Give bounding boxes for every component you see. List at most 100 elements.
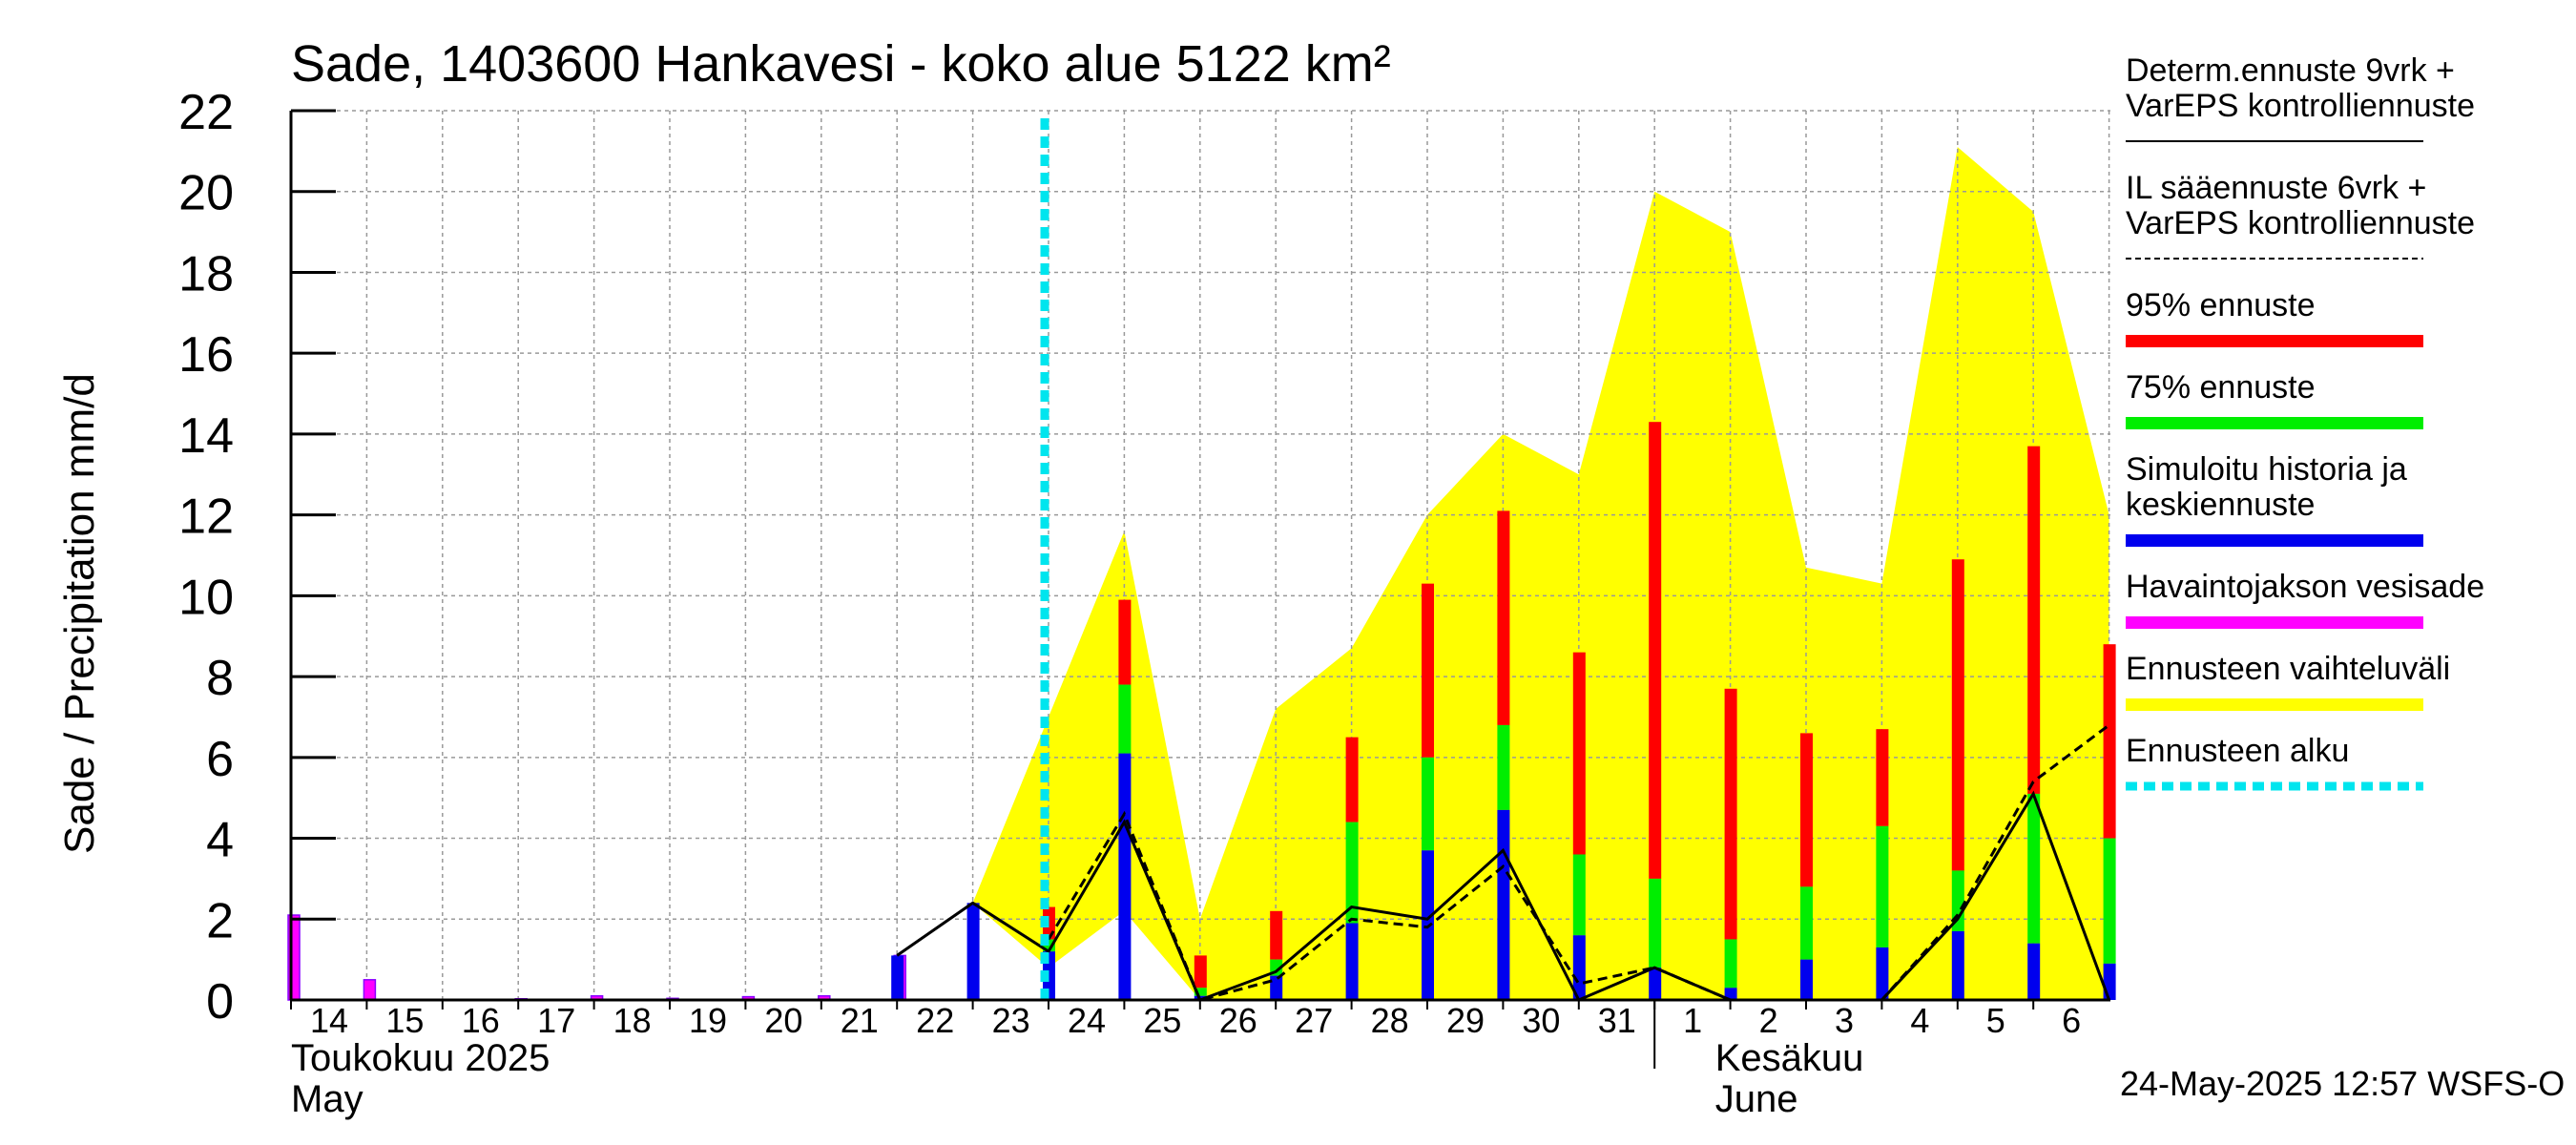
p75-bar <box>2027 793 2041 944</box>
month-label-en: June <box>1715 1078 1798 1120</box>
x-tick-label: 3 <box>1835 1001 1854 1040</box>
p95-bar <box>1876 729 1889 826</box>
legend-label: IL sääennuste 6vrk + <box>2126 170 2426 206</box>
legend-label: keskiennuste <box>2126 487 2315 523</box>
mean-bar <box>1345 923 1359 1000</box>
legend-label: 95% ennuste <box>2126 287 2316 323</box>
legend-swatch <box>2126 616 2423 629</box>
y-tick-label: 12 <box>178 489 234 545</box>
legend-label: VarEPS kontrolliennuste <box>2126 205 2475 241</box>
y-tick-label: 10 <box>178 570 234 625</box>
observed-bar <box>363 979 377 1001</box>
x-tick-label: 14 <box>310 1001 348 1040</box>
x-tick-label: 5 <box>1986 1001 2005 1040</box>
p75-bar <box>1572 854 1586 936</box>
legend-swatch <box>2126 335 2423 347</box>
forecast-range-band <box>972 147 2109 1001</box>
p75-bar <box>1422 757 1434 851</box>
y-axis-label: Sade / Precipitation mm/d <box>56 373 103 854</box>
simulated-history-bar <box>966 903 980 1000</box>
p95-bar <box>1572 652 1586 855</box>
p95-bar <box>1270 910 1283 960</box>
legend-swatch <box>2126 698 2423 711</box>
forecast-lines <box>896 118 2111 1002</box>
legend-label: Simuloitu historia ja <box>2126 451 2407 488</box>
mean-bar <box>1118 753 1132 1000</box>
chart-title: Sade, 1403600 Hankavesi - koko alue 5122… <box>291 35 1391 93</box>
mean-bar <box>1724 988 1737 1000</box>
legend-label: 75% ennuste <box>2126 369 2316 406</box>
timestamp: 24-May-2025 12:57 WSFS-O <box>2120 1064 2565 1103</box>
p95-bar <box>1951 559 1964 871</box>
month-label: Kesäkuu <box>1715 1037 1864 1079</box>
y-tick-label: 4 <box>206 813 234 868</box>
x-tick-label: 2 <box>1759 1001 1778 1040</box>
x-tick-label: 25 <box>1143 1001 1181 1040</box>
p75-bar <box>1118 684 1132 754</box>
p75-bar <box>1724 939 1737 989</box>
x-tick-label: 24 <box>1068 1001 1106 1040</box>
y-tick-label: 18 <box>178 246 234 302</box>
il-forecast-line <box>1047 723 2110 1002</box>
x-tick-label: 28 <box>1371 1001 1409 1040</box>
x-tick-label: 17 <box>537 1001 575 1040</box>
y-tick-label: 14 <box>178 408 234 464</box>
mean-bar <box>2027 943 2041 1000</box>
p95-bar <box>1194 955 1207 989</box>
x-tick-label: 20 <box>764 1001 802 1040</box>
p95-bar <box>1497 510 1510 725</box>
p95-bar <box>2103 644 2116 839</box>
mean-bar <box>1572 935 1586 1000</box>
mean-bar <box>1497 809 1510 1000</box>
x-tick-label: 30 <box>1522 1001 1560 1040</box>
x-tick-label: 29 <box>1446 1001 1485 1040</box>
x-tick-label: 22 <box>916 1001 954 1040</box>
y-tick-label: 0 <box>206 974 234 1030</box>
y-tick-label: 20 <box>178 166 234 221</box>
p75-bar <box>1876 825 1889 947</box>
legend-swatch <box>2126 534 2423 547</box>
p75-bar <box>1649 878 1662 968</box>
p95-bar <box>1649 422 1662 879</box>
range-band-area <box>972 147 2109 1001</box>
x-tick-label: 31 <box>1598 1001 1636 1040</box>
legend-label: Havaintojakson vesisade <box>2126 569 2484 605</box>
p75-bar <box>1800 886 1813 960</box>
x-tick-label: 19 <box>689 1001 727 1040</box>
month-label: Toukokuu 2025 <box>291 1037 550 1079</box>
legend-swatch <box>2126 417 2423 429</box>
y-tick-label: 8 <box>206 651 234 706</box>
x-tick-label: 21 <box>841 1001 879 1040</box>
p75-bar <box>1194 988 1207 996</box>
mean-bar <box>1951 930 1964 1000</box>
p75-bar <box>2103 838 2116 964</box>
legend-label: Ennusteen alku <box>2126 733 2349 769</box>
mean-bar <box>1270 975 1283 1000</box>
y-tick-label: 2 <box>206 893 234 948</box>
legend-label: VarEPS kontrolliennuste <box>2126 88 2475 124</box>
x-tick-label: 18 <box>613 1001 652 1040</box>
legend-label: Determ.ennuste 9vrk + <box>2126 52 2455 89</box>
mean-bar <box>1649 968 1662 1000</box>
p75-bar <box>1345 822 1359 924</box>
x-tick-label: 23 <box>992 1001 1030 1040</box>
x-tick-label: 4 <box>1910 1001 1929 1040</box>
p95-bar <box>1422 583 1434 758</box>
p95-bar <box>2027 446 2041 794</box>
bars <box>287 422 2116 1001</box>
y-tick-label: 16 <box>178 327 234 383</box>
x-tick-label: 26 <box>1219 1001 1257 1040</box>
x-tick-label: 27 <box>1295 1001 1333 1040</box>
simulated-history-bar <box>891 955 904 1000</box>
y-tick-label: 22 <box>178 85 234 140</box>
month-label-en: May <box>291 1078 364 1120</box>
p95-bar <box>1724 688 1737 940</box>
p95-bar <box>1345 737 1359 822</box>
p75-bar <box>1497 724 1510 810</box>
x-tick-label: 1 <box>1683 1001 1702 1040</box>
x-tick-label: 16 <box>462 1001 500 1040</box>
p95-bar <box>1118 599 1132 685</box>
mean-bar <box>2103 963 2116 1000</box>
